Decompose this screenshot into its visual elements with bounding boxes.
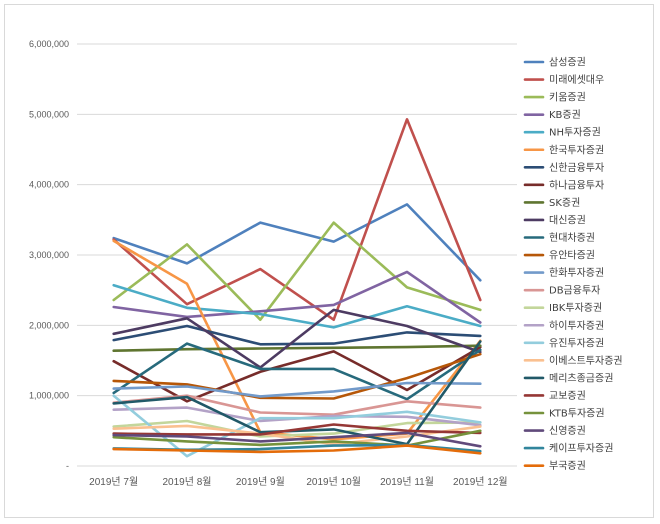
series-line — [112, 419, 482, 438]
legend-item: NH투자증권 — [523, 127, 601, 139]
legend-label: 한국투자증권 — [549, 144, 604, 156]
legend-item: KB증권 — [523, 109, 581, 121]
legend-label: 유안타증권 — [549, 250, 595, 262]
legend-item: 신한금융투자 — [523, 162, 604, 174]
y-tick-label: - — [66, 461, 69, 471]
legend-item: 케이프투자증권 — [523, 443, 613, 455]
legend-item: DB금융투자 — [523, 285, 600, 297]
series-line — [112, 429, 482, 447]
legend-label: 대신증권 — [549, 214, 586, 226]
series-line — [112, 394, 482, 458]
series-line — [112, 270, 482, 324]
series-line — [112, 308, 482, 369]
legend-label: 유진투자증권 — [549, 337, 604, 349]
series-lines — [112, 118, 482, 458]
legend-label: 현대차증권 — [549, 232, 595, 244]
legend-item: 유안타증권 — [523, 250, 595, 262]
series-line — [112, 283, 482, 329]
legend-label: 부국증권 — [549, 460, 586, 472]
series-line — [112, 340, 482, 446]
legend-label: 신영증권 — [549, 425, 586, 437]
legend-item: 삼성증권 — [523, 57, 586, 69]
x-axis-ticks: 2019년 7월 2019년 8월 2019년 9월 2019년 10월 2019년 1… — [89, 476, 507, 488]
legend-label: 메리츠종금증권 — [549, 372, 613, 384]
legend-item: 대신증권 — [523, 214, 586, 226]
series-line — [112, 423, 482, 436]
series-line — [112, 203, 482, 282]
legend-label: KB증권 — [549, 109, 581, 121]
legend-label: SK증권 — [549, 197, 580, 209]
legend-label: 한화투자증권 — [549, 267, 604, 279]
legend-item: KTB투자증권 — [523, 408, 605, 420]
y-tick-label: 1,000,000 — [29, 391, 69, 401]
y-tick-label: 2,000,000 — [29, 320, 69, 330]
legend-item: 메리츠종금증권 — [523, 372, 613, 384]
legend-item: 키움증권 — [523, 92, 586, 104]
series-line — [112, 352, 482, 400]
y-axis-ticks: - 1,000,000 2,000,000 3,000,000 4,000,000 5,0… — [29, 39, 69, 471]
y-tick-label: 6,000,000 — [29, 39, 69, 49]
legend-label: 삼성증권 — [549, 57, 586, 69]
legend-item: 부국증권 — [523, 460, 586, 472]
x-tick-label: 2019년 12월 — [453, 476, 508, 488]
legend-label: 하이투자증권 — [549, 319, 604, 332]
legend-label: 하나금융투자 — [549, 178, 604, 191]
x-tick-label: 2019년 7월 — [89, 476, 138, 488]
legend-item: 유진투자증권 — [523, 337, 604, 349]
legend-label: 미래에셋대우 — [549, 74, 604, 86]
legend-item: 미래에셋대우 — [523, 74, 604, 86]
legend-item: 교보증권 — [523, 390, 586, 402]
legend-item: SK증권 — [523, 197, 580, 209]
y-tick-label: 4,000,000 — [29, 180, 69, 190]
legend-item: 한화투자증권 — [523, 267, 604, 279]
legend-label: 이베스트투자증권 — [549, 355, 623, 367]
legend-item: IBK투자증권 — [523, 302, 602, 314]
series-line — [112, 118, 482, 322]
legend-item: 신영증권 — [523, 425, 586, 437]
x-tick-label: 2019년 11월 — [380, 476, 434, 488]
series-line — [112, 431, 482, 448]
series-line — [112, 342, 482, 401]
legend-item: 하이투자증권 — [523, 319, 604, 332]
legend-item: 한국투자증권 — [523, 144, 604, 156]
legend-label: 신한금융투자 — [549, 162, 604, 174]
y-tick-label: 3,000,000 — [29, 250, 69, 260]
line-chart: - 1,000,000 2,000,000 3,000,000 4,000,000 5,0… — [29, 39, 623, 488]
y-tick-label: 5,000,000 — [29, 109, 69, 119]
legend-label: IBK투자증권 — [549, 302, 602, 314]
legend-item: 현대차증권 — [523, 232, 595, 244]
x-tick-label: 2019년 8월 — [163, 476, 212, 488]
legend-label: 교보증권 — [549, 390, 586, 402]
legend-label: NH투자증권 — [549, 127, 601, 139]
series-line — [112, 221, 482, 322]
series-line — [112, 344, 482, 353]
series-line — [112, 444, 482, 455]
x-tick-label: 2019년 9월 — [236, 476, 285, 488]
gridlines — [77, 43, 517, 467]
chart-frame: - 1,000,000 2,000,000 3,000,000 4,000,000 5,0… — [4, 4, 654, 518]
legend-label: 키움증권 — [549, 92, 586, 104]
legend-label: 케이프투자증권 — [549, 443, 613, 455]
series-line — [112, 324, 482, 346]
x-tick-label: 2019년 10월 — [306, 476, 361, 488]
legend-item: 하나금융투자 — [523, 178, 604, 191]
legend-label: KTB투자증권 — [549, 408, 605, 420]
legend-item: 이베스트투자증권 — [523, 355, 623, 367]
series-line — [112, 381, 482, 398]
legend-label: DB금융투자 — [549, 285, 600, 297]
